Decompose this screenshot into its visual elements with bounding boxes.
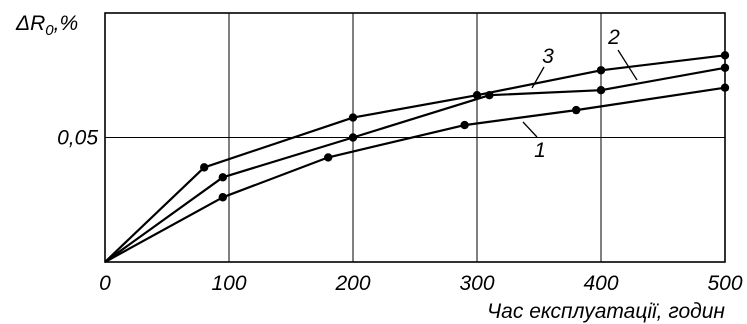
series-3-point xyxy=(596,66,606,75)
series-labels-layer: 1 2 3 xyxy=(522,26,638,162)
series-1-point xyxy=(460,120,469,130)
series-label-leader-1 xyxy=(522,121,538,138)
series-1-point xyxy=(720,83,730,92)
series-2-point xyxy=(218,173,227,182)
plot-frame xyxy=(104,12,726,263)
series-line-3 xyxy=(104,54,726,263)
y-axis-title-suffix: ,% xyxy=(54,12,79,35)
y-axis-title: ΔR0,% xyxy=(15,12,78,39)
x-tick-label: 100 xyxy=(211,272,246,295)
x-tick-label: 400 xyxy=(583,272,618,295)
y-tick-label: 0,05 xyxy=(57,127,98,150)
y-axis-title-main: ΔR xyxy=(15,12,45,35)
series-2-point xyxy=(596,85,606,95)
series-label-2: 2 xyxy=(607,26,620,49)
series-label-1: 1 xyxy=(534,139,546,162)
series-2-point xyxy=(720,63,730,72)
y-axis-title-subscript: 0 xyxy=(45,22,54,39)
x-tick-label: 200 xyxy=(334,272,370,295)
series-label-leader-3 xyxy=(531,66,545,89)
series-1-point xyxy=(218,193,227,202)
series-3-point xyxy=(472,90,482,100)
series-1-point xyxy=(324,153,333,162)
x-axis-title: Час експлуатації, годин xyxy=(487,300,725,323)
series-label-3: 3 xyxy=(542,45,554,68)
series-3-point xyxy=(200,163,209,172)
series-layer xyxy=(104,51,730,263)
series-line-2 xyxy=(104,66,726,263)
series-1-point xyxy=(572,105,581,115)
x-tick-label: 0 xyxy=(99,272,111,295)
series-label-leader-2 xyxy=(617,49,638,81)
ticks-layer: 0 100 200 300 400 500 0,05 xyxy=(57,127,743,296)
x-tick-label: 500 xyxy=(707,272,742,295)
series-3-point xyxy=(348,113,358,122)
series-2-point xyxy=(348,133,358,142)
series-3-point xyxy=(720,51,730,60)
x-tick-label: 300 xyxy=(459,272,494,295)
series-line-1 xyxy=(104,86,726,263)
